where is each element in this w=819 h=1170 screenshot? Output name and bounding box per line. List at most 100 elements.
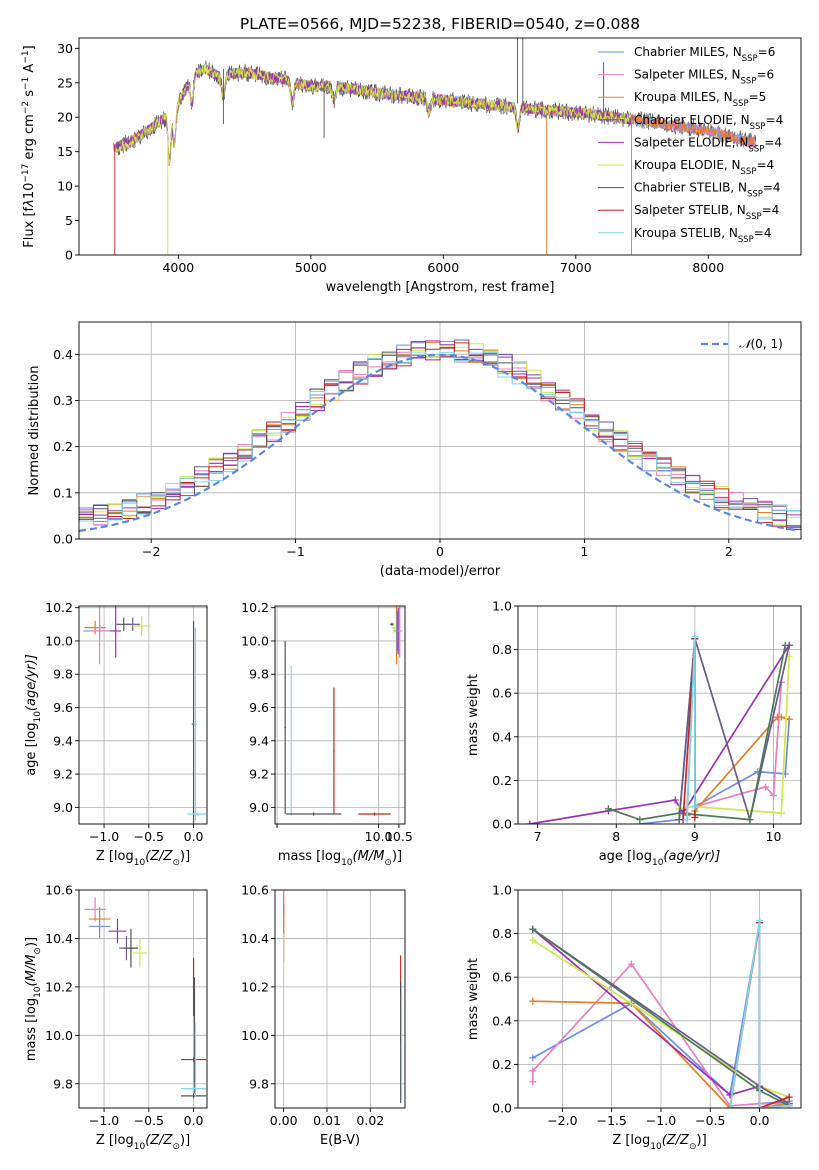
y-tick-label: 10.0	[241, 633, 269, 648]
data-point	[333, 687, 335, 815]
x-tick-label: 7000	[560, 260, 592, 275]
residual-histogram	[79, 347, 801, 530]
x-tick-label: 1	[580, 544, 588, 559]
data-point	[285, 812, 342, 816]
axes-frame	[78, 605, 208, 825]
y-tick-label: 9.8	[53, 1076, 73, 1091]
x-axis-label: Z [log10(Z/Z⊙)]	[96, 1133, 190, 1152]
y-tick-label: 0.3	[53, 393, 73, 408]
weight-series	[639, 638, 791, 824]
data-point	[389, 622, 395, 626]
x-tick-label: 0	[436, 544, 444, 559]
weight-marker	[529, 1067, 537, 1075]
weight-marker	[785, 1093, 793, 1101]
y-tick-label: 10.6	[45, 883, 73, 898]
data-point	[284, 640, 286, 815]
x-tick-label: −1	[286, 544, 304, 559]
x-tick-label: −0.5	[695, 1113, 725, 1128]
y-tick-label: 0.6	[492, 970, 512, 985]
legend-label: Salpeter MILES, NSSP=6	[634, 68, 774, 87]
y-tick-label: 10.2	[45, 600, 73, 615]
plot-area-mass_vs_EBV	[283, 890, 403, 1104]
y-tick-label: 0.4	[53, 347, 73, 362]
x-tick-label: 6000	[427, 260, 459, 275]
normal-reference-curve	[79, 353, 799, 532]
chart-age_vs_Z: −1.0 −0.5 0.0 9.0 9.2 9.4 9.6 9.8 10.0 10.2 Z [log…	[24, 600, 208, 868]
legend-label: Chabrier MILES, NSSP=6	[634, 45, 775, 64]
y-axis-label: Flux [fλ10−17 erg cm−2 s−1 A−1]	[21, 45, 37, 247]
y-tick-label: 10.2	[241, 600, 269, 615]
x-tick-label: 9	[691, 829, 699, 844]
y-tick-label: 25	[57, 75, 73, 90]
weight-marker	[777, 809, 785, 817]
x-tick-label: 10	[766, 829, 782, 844]
weight-marker	[683, 816, 691, 824]
plot-area-spectrum	[113, 38, 757, 255]
y-tick-label: 0.4	[492, 729, 512, 744]
x-axis-label: wavelength [Angstrom, rest frame]	[326, 280, 555, 295]
data-point	[396, 610, 398, 651]
y-tick-label: 9.2	[53, 767, 73, 782]
x-tick-label: 8000	[692, 260, 724, 275]
data-point	[181, 1093, 207, 1099]
x-tick-label: 10.0	[365, 829, 393, 844]
weight-marker	[777, 713, 785, 721]
y-tick-label: 9.8	[249, 667, 269, 682]
weight-marker	[604, 805, 612, 813]
figure-title: PLATE=0566, MJD=52238, FIBERID=0540, z=0…	[240, 15, 640, 33]
weight-marker	[636, 816, 644, 824]
y-axis-label: mass weight	[466, 958, 481, 1040]
chart-weight_vs_Z: −2.0 −1.5 −1.0 −0.5 0.0 0.0 0.2 0.4 0.6 0.8 1.0 Z […	[466, 883, 802, 1152]
residual-histogram	[79, 340, 801, 522]
y-tick-label: 10.2	[241, 979, 269, 994]
weight-marker	[691, 803, 699, 811]
y-tick-label: 1.0	[492, 883, 512, 898]
plot-area-weight_vs_age	[526, 633, 793, 824]
chart-mass_vs_Z: −1.0 −0.5 0.0 9.8 10.0 10.2 10.4 10.6 Z [log10(Z…	[24, 883, 208, 1152]
y-axis-label: age [log10(age/yr)]	[24, 654, 43, 776]
y-tick-label: 0.8	[492, 642, 512, 657]
x-tick-label: 7	[534, 829, 542, 844]
x-tick-label: 8	[612, 829, 620, 844]
weight-marker	[529, 1078, 537, 1086]
y-tick-label: 10.0	[45, 633, 73, 648]
y-tick-label: 9.6	[53, 700, 73, 715]
y-tick-label: 0.2	[492, 773, 512, 788]
y-tick-label: 9.0	[53, 800, 73, 815]
y-tick-label: 0.2	[492, 1057, 512, 1072]
y-tick-label: 10.2	[45, 979, 73, 994]
data-point	[108, 919, 127, 944]
chart-spectrum: 4000 5000 6000 7000 8000 0 5 10 15 20 25 30 waveleng…	[21, 37, 802, 295]
data-point	[123, 928, 139, 968]
legend-label: Kroupa STELIB, NSSP=4	[634, 226, 772, 245]
y-tick-label: 0.6	[492, 686, 512, 701]
y-tick-label: 9.4	[53, 733, 73, 748]
weight-marker	[529, 936, 537, 944]
data-point	[88, 914, 111, 939]
plot-area-weight_vs_Z	[529, 917, 793, 1108]
x-axis-label: (data-model)/error	[380, 564, 501, 579]
weight-marker	[627, 960, 635, 968]
data-point	[290, 665, 293, 816]
plot-area-mass_vs_Z	[84, 897, 207, 1099]
weight-marker	[756, 1104, 764, 1108]
weight-marker	[671, 796, 679, 804]
legend-label: 𝒩(0, 1)	[739, 337, 783, 351]
x-tick-label: 2	[725, 544, 733, 559]
x-tick-label: −1.0	[89, 829, 119, 844]
data-point	[132, 615, 151, 636]
chart-mass_vs_EBV: 0.00 0.01 0.02 9.8 10.0 10.2 10.4 10.6 E(B-V)	[241, 883, 406, 1148]
panels: 4000 5000 6000 7000 8000051015202530waveleng…	[21, 37, 802, 1152]
x-tick-label: 0.01	[313, 1113, 341, 1128]
weight-marker	[769, 792, 777, 800]
legend-label: Kroupa MILES, NSSP=5	[634, 90, 766, 109]
data-point	[181, 1057, 207, 1062]
y-tick-label: 0.1	[53, 485, 73, 500]
data-point	[193, 627, 198, 821]
legend: 𝒩(0, 1)	[701, 337, 783, 351]
y-tick-label: 9.0	[249, 800, 269, 815]
data-point	[358, 812, 391, 816]
legend-label: Chabrier STELIB, NSSP=4	[634, 181, 781, 200]
weight-marker	[691, 633, 699, 641]
x-tick-label: −1.5	[596, 1113, 626, 1128]
